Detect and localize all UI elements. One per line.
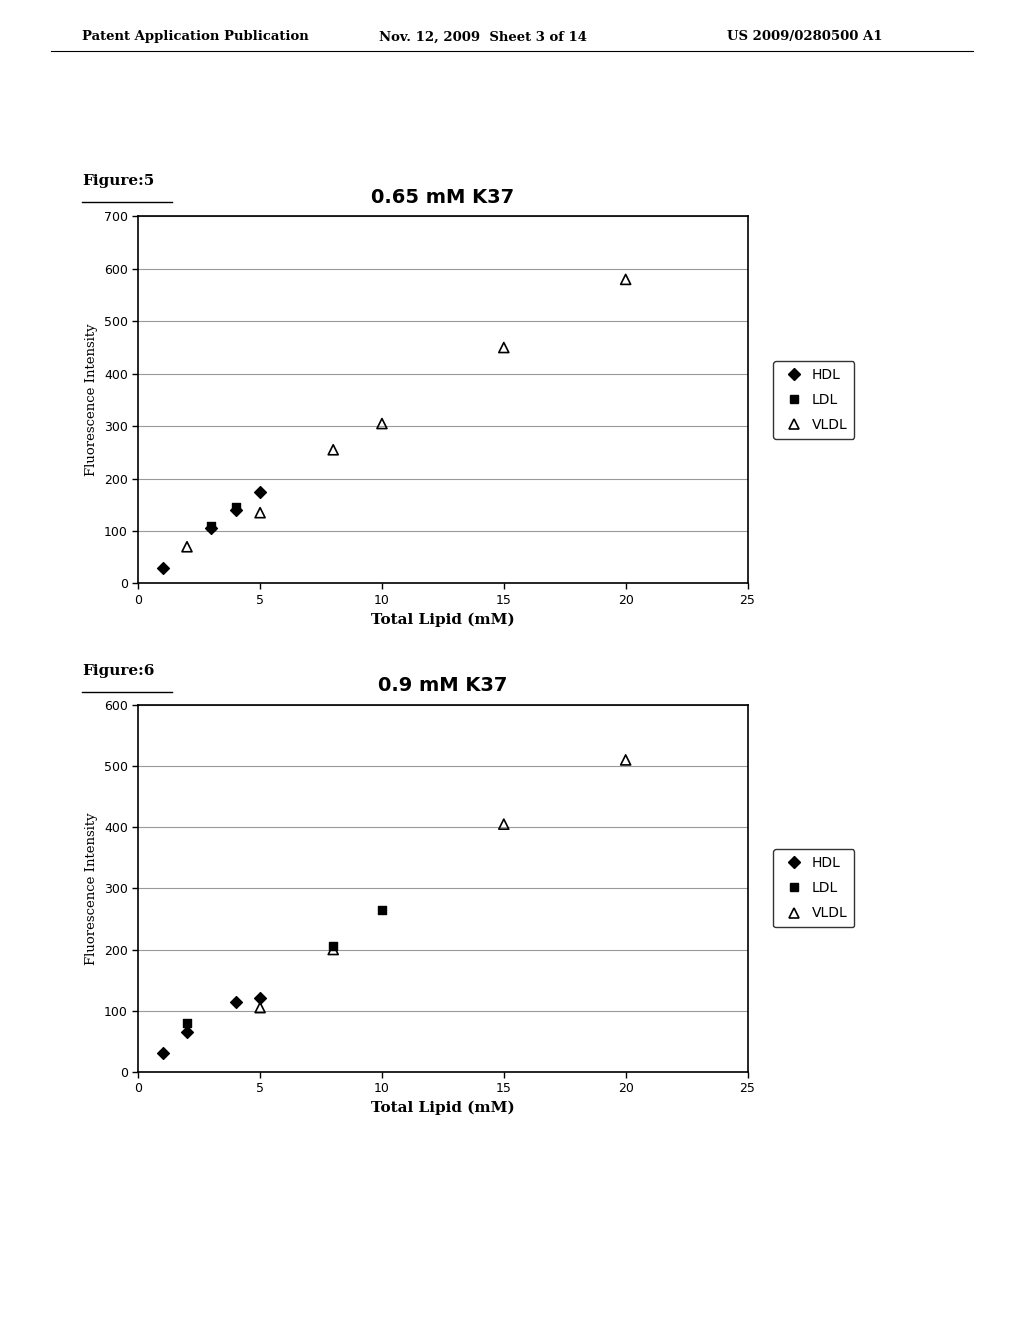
Point xyxy=(155,557,171,578)
Title: 0.65 mM K37: 0.65 mM K37 xyxy=(372,187,514,207)
Text: Patent Application Publication: Patent Application Publication xyxy=(82,30,308,44)
Point xyxy=(252,480,268,502)
Legend: HDL, LDL, VLDL: HDL, LDL, VLDL xyxy=(773,360,854,440)
Point xyxy=(325,939,341,960)
Point xyxy=(227,496,244,517)
Point xyxy=(496,813,512,834)
Point xyxy=(179,1022,196,1043)
X-axis label: Total Lipid (mM): Total Lipid (mM) xyxy=(371,612,515,627)
Point xyxy=(374,413,390,434)
Point xyxy=(617,269,634,290)
Point xyxy=(203,515,219,536)
Point xyxy=(325,440,341,461)
Point xyxy=(179,536,196,557)
Point xyxy=(227,499,244,520)
Point xyxy=(374,899,390,920)
Point xyxy=(227,991,244,1012)
Y-axis label: Fluorescence Intensity: Fluorescence Intensity xyxy=(85,323,98,477)
Title: 0.9 mM K37: 0.9 mM K37 xyxy=(378,676,508,696)
Point xyxy=(252,997,268,1018)
Point xyxy=(252,987,268,1008)
Text: Figure:6: Figure:6 xyxy=(82,664,155,678)
Point xyxy=(496,337,512,358)
Text: Figure:5: Figure:5 xyxy=(82,174,155,189)
Legend: HDL, LDL, VLDL: HDL, LDL, VLDL xyxy=(773,849,854,928)
Point xyxy=(155,1043,171,1064)
Point xyxy=(617,750,634,771)
Text: Nov. 12, 2009  Sheet 3 of 14: Nov. 12, 2009 Sheet 3 of 14 xyxy=(379,30,587,44)
Point xyxy=(203,517,219,539)
Point xyxy=(325,936,341,957)
Point xyxy=(252,502,268,523)
X-axis label: Total Lipid (mM): Total Lipid (mM) xyxy=(371,1101,515,1115)
Point xyxy=(179,1012,196,1034)
Text: US 2009/0280500 A1: US 2009/0280500 A1 xyxy=(727,30,883,44)
Y-axis label: Fluorescence Intensity: Fluorescence Intensity xyxy=(85,812,98,965)
